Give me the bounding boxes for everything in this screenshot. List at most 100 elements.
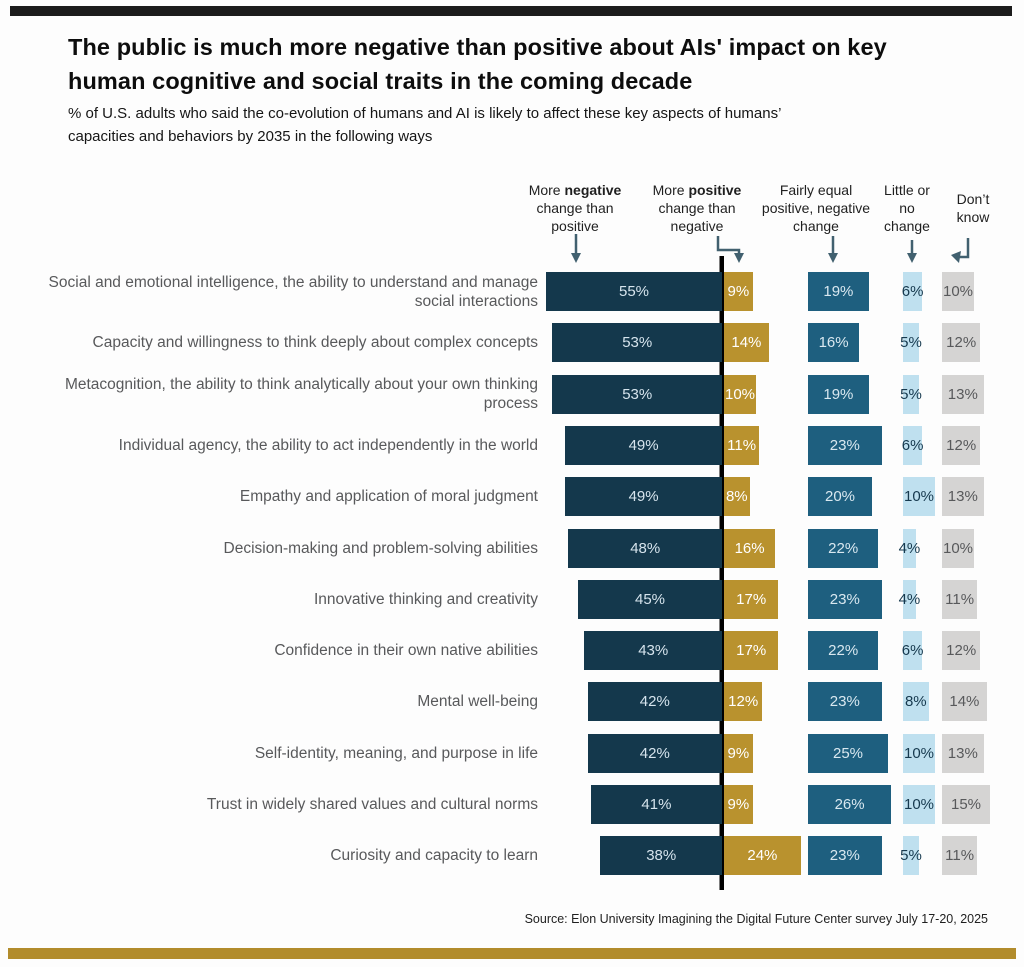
negative-bar: 45%: [578, 579, 722, 619]
fairly-equal-bar: 23%: [808, 836, 882, 876]
fairly-equal-bar: 23%: [808, 425, 882, 465]
little-change-bar: 8%: [903, 682, 929, 722]
bottom-gold-rule: [8, 948, 1016, 959]
fairly-equal-bar: 26%: [808, 785, 892, 824]
positive-bar: 17%: [724, 631, 779, 671]
table-row: Trust in widely shared values and cultur…: [0, 781, 1024, 832]
column-header-little-or-no-change: Little or no change: [884, 182, 930, 235]
row-label: Mental well-being: [417, 693, 538, 711]
row-label: Curiosity and capacity to learn: [330, 847, 538, 865]
negative-bar: 48%: [568, 528, 722, 568]
little-change-bar: 4%: [899, 528, 920, 568]
header-text-bold: positive: [688, 182, 742, 198]
positive-bar: 12%: [724, 682, 763, 722]
negative-bar: 49%: [565, 425, 722, 465]
negative-bar: 41%: [590, 785, 722, 824]
dont-know-bar: 13%: [942, 477, 984, 517]
positive-bar: 14%: [724, 323, 769, 363]
fairly-equal-bar: 19%: [808, 272, 869, 311]
dont-know-bar: 12%: [942, 323, 981, 363]
little-change-bar: 5%: [900, 836, 922, 876]
fairly-equal-bar: 22%: [808, 528, 879, 568]
header-text: change than positive: [536, 200, 614, 235]
row-label: Self-identity, meaning, and purpose in l…: [254, 744, 538, 762]
little-change-bar: 10%: [903, 733, 935, 773]
row-label: Trust in widely shared values and cultur…: [206, 796, 538, 814]
table-row: Curiosity and capacity to learn 38% 24% 23%…: [0, 832, 1024, 883]
positive-bar: 11%: [724, 425, 760, 465]
table-row: Confidence in their own native abilities…: [0, 627, 1024, 678]
chart-subtitle: % of U.S. adults who said the co-evoluti…: [68, 105, 781, 145]
row-label: Decision-making and problem-solving abil…: [223, 539, 538, 557]
table-row: Decision-making and problem-solving abil…: [0, 525, 1024, 576]
negative-bar: 43%: [584, 631, 722, 671]
positive-bar: 8%: [724, 477, 750, 517]
negative-bar: 38%: [600, 836, 722, 876]
dont-know-bar: 14%: [942, 682, 987, 722]
chart-title: The public is much more negative than po…: [68, 34, 887, 95]
positive-bar: 9%: [724, 272, 753, 311]
row-label: Capacity and willingness to think deeply…: [92, 334, 538, 352]
dont-know-bar: 11%: [942, 579, 978, 619]
row-label: Empathy and application of moral judgmen…: [239, 488, 538, 506]
table-row: Individual agency, the ability to act in…: [0, 422, 1024, 473]
little-change-bar: 4%: [899, 579, 920, 619]
column-header-dont-know: Don’t know: [956, 191, 990, 226]
table-row: Capacity and willingness to think deeply…: [0, 319, 1024, 370]
positive-bar: 9%: [724, 733, 753, 773]
row-label: Innovative thinking and creativity: [313, 590, 538, 608]
negative-bar: 55%: [546, 272, 722, 311]
fairly-equal-bar: 19%: [808, 374, 869, 414]
negative-bar: 49%: [565, 477, 722, 517]
little-change-bar: 5%: [900, 374, 922, 414]
negative-bar: 42%: [587, 682, 722, 722]
fairly-equal-bar: 23%: [808, 682, 882, 722]
dont-know-bar: 12%: [942, 425, 981, 465]
dont-know-bar: 15%: [942, 785, 990, 824]
negative-bar: 42%: [587, 733, 722, 773]
positive-bar: 9%: [724, 785, 753, 824]
fairly-equal-bar: 23%: [808, 579, 882, 619]
dont-know-bar: 11%: [942, 836, 978, 876]
dont-know-bar: 13%: [942, 374, 984, 414]
top-divider-rule: [10, 6, 1012, 16]
positive-bar: 24%: [724, 836, 801, 876]
row-label: Confidence in their own native abilities: [274, 642, 538, 660]
header-text: More: [528, 182, 565, 198]
negative-bar: 53%: [552, 323, 722, 363]
little-change-bar: 6%: [902, 631, 923, 671]
positive-bar: 10%: [724, 374, 756, 414]
dont-know-bar: 13%: [942, 733, 984, 773]
row-label: Individual agency, the ability to act in…: [118, 436, 538, 454]
fairly-equal-bar: 16%: [808, 323, 860, 363]
fairly-equal-bar: 20%: [808, 477, 872, 517]
positive-bar: 17%: [724, 579, 779, 619]
column-header-more-positive: More positive change than negative: [639, 181, 755, 236]
dont-know-bar: 10%: [942, 528, 974, 568]
row-label: Social and emotional intelligence, the a…: [48, 273, 538, 310]
table-row: Self-identity, meaning, and purpose in l…: [0, 730, 1024, 781]
little-change-bar: 10%: [903, 785, 935, 824]
little-change-bar: 6%: [902, 425, 923, 465]
header-text-bold: negative: [564, 182, 622, 198]
table-row: Mental well-being 42% 12% 23% 8% 14%: [0, 678, 1024, 729]
little-change-bar: 6%: [902, 272, 923, 311]
table-row: Social and emotional intelligence, the a…: [0, 268, 1024, 319]
table-row: Empathy and application of moral judgmen…: [0, 473, 1024, 524]
row-label: Metacognition, the ability to think anal…: [64, 376, 538, 413]
header-text: More: [652, 182, 689, 198]
table-row: Innovative thinking and creativity 45% 17%…: [0, 576, 1024, 627]
little-change-bar: 5%: [900, 323, 922, 363]
source-note: Source: Elon University Imagining the Di…: [524, 912, 988, 926]
table-row: Metacognition, the ability to think anal…: [0, 371, 1024, 422]
column-header-fairly-equal: Fairly equal positive, negative change: [761, 182, 871, 235]
positive-bar: 16%: [724, 528, 776, 568]
header-text: change than negative: [658, 200, 736, 235]
fairly-equal-bar: 22%: [808, 631, 879, 671]
column-header-more-negative: More negative change than positive: [517, 181, 633, 236]
dont-know-bar: 12%: [942, 631, 981, 671]
dont-know-bar: 10%: [942, 272, 974, 311]
little-change-bar: 10%: [903, 477, 935, 517]
